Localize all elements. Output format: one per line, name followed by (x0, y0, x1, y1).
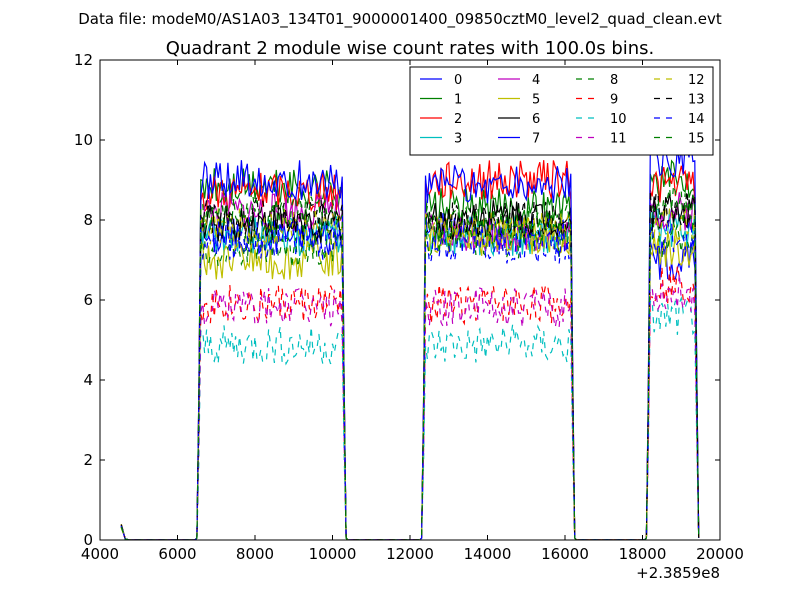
x-tick-label: 16000 (541, 545, 589, 563)
series-layer (120, 142, 700, 540)
legend-label: 4 (532, 73, 540, 88)
legend-label: 3 (454, 132, 462, 147)
x-tick-label: 6000 (158, 545, 196, 563)
series-line-11 (120, 273, 700, 540)
x-tick-label: 18000 (619, 545, 667, 563)
legend-label: 14 (688, 112, 705, 127)
y-tick-label: 12 (74, 51, 93, 69)
y-tick-label: 6 (83, 291, 93, 309)
x-tick-label: 4000 (81, 545, 119, 563)
series-line-9 (120, 265, 700, 540)
x-offset-label: +2.3859e8 (636, 564, 720, 582)
x-tick-label: 12000 (386, 545, 434, 563)
legend-label: 8 (610, 73, 618, 88)
series-line-6 (120, 193, 700, 540)
legend-label: 0 (454, 73, 462, 88)
x-tick-label: 10000 (309, 545, 357, 563)
series-line-7 (120, 142, 700, 540)
chart-title: Quadrant 2 module wise count rates with … (166, 38, 655, 59)
y-tick-label: 10 (74, 131, 93, 149)
legend-label: 11 (610, 132, 627, 147)
legend-label: 15 (688, 132, 705, 147)
x-tick-label: 14000 (464, 545, 512, 563)
legend-label: 2 (454, 112, 462, 127)
series-line-13 (120, 190, 700, 540)
y-tick-label: 0 (83, 531, 93, 549)
legend-label: 6 (532, 112, 540, 127)
legend-label: 10 (610, 112, 627, 127)
legend-label: 12 (688, 73, 705, 88)
legend-label: 1 (454, 93, 462, 108)
figure-suptitle: Data file: modeM0/AS1A03_134T01_90000014… (78, 10, 722, 29)
series-line-15 (120, 185, 700, 540)
x-tick-label: 20000 (696, 545, 744, 563)
y-tick-label: 4 (83, 371, 93, 389)
legend-label: 13 (688, 93, 705, 108)
legend-label: 5 (532, 93, 540, 108)
legend-label: 9 (610, 93, 618, 108)
legend-box (409, 66, 714, 156)
y-tick-label: 8 (83, 211, 93, 229)
x-tick-label: 8000 (236, 545, 274, 563)
ticks-layer: 4000 6000 8000 10000 12000 14000 16000 18000 200… (74, 51, 744, 563)
y-tick-label: 2 (83, 451, 93, 469)
legend-label: 7 (532, 132, 540, 147)
series-line-10 (120, 296, 700, 540)
